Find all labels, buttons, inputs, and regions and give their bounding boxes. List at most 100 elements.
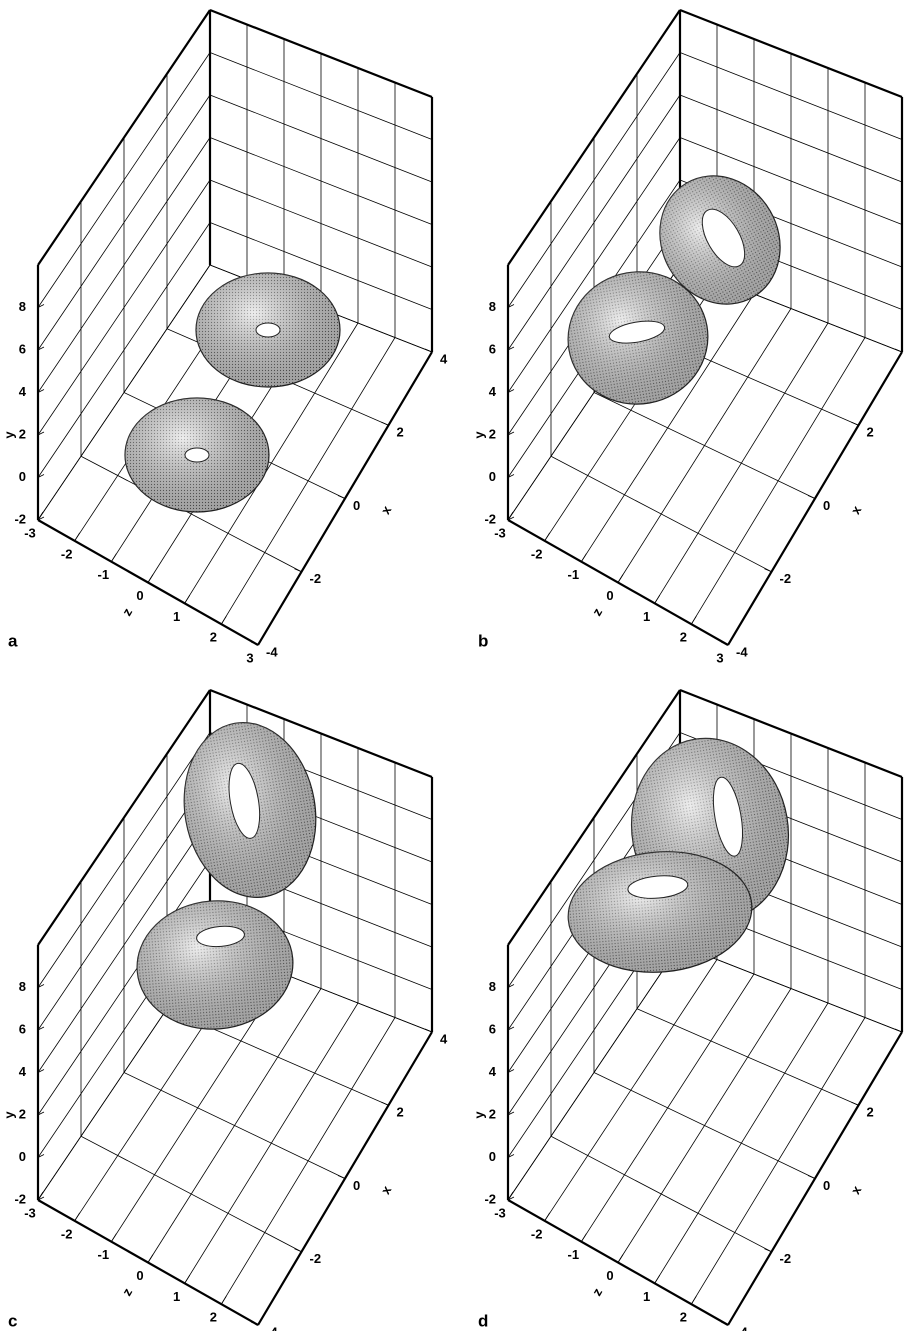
z-tick-label: -2 [531,546,543,561]
panel-label: b [478,631,488,650]
x-tick-label: -2 [780,1251,792,1266]
y-tick-label: 2 [19,426,26,441]
x-tick-label: 0 [353,1178,360,1193]
tick-mark [185,595,190,603]
z-tick-label: 2 [680,630,687,645]
y-tick-label: 0 [19,469,26,484]
tick-mark [728,1317,733,1325]
grid-line [545,960,717,1221]
vortex-ring [125,398,269,512]
tick-mark [148,1255,153,1263]
tick-mark [221,1296,226,1304]
y-tick-label: -2 [484,1191,496,1206]
z-tick-label: 2 [680,1310,687,1325]
z-tick-label: 1 [643,609,650,624]
tick-mark [545,533,550,541]
x-tick-label: -4 [736,1324,748,1331]
panel-label: a [8,631,18,650]
tick-mark [382,422,389,425]
z-tick-label: 0 [136,1268,143,1283]
grid-line [185,1003,358,1283]
z-tick-label: 0 [136,588,143,603]
x-tick-label: 2 [867,425,874,440]
x-axis-label: x [848,1182,865,1196]
z-tick-label: -1 [568,567,580,582]
z-tick-label: 1 [173,609,180,624]
z-tick-label: -3 [24,525,36,540]
grid-line [655,1003,828,1283]
z-tick-label: 0 [606,588,613,603]
tick-mark [185,1275,190,1283]
tick-mark [111,554,116,562]
z-tick-label: -2 [61,1226,73,1241]
y-tick-label: -2 [14,1191,26,1206]
y-tick-label: -2 [484,511,496,526]
y-tick-label: 2 [489,426,496,441]
tick-mark [852,422,859,425]
tick-mark [655,1275,660,1283]
tick-mark [75,1213,80,1221]
y-tick-label: 8 [489,979,496,994]
tick-mark [295,569,302,572]
z-tick-label: -2 [61,546,73,561]
z-tick-label: 1 [643,1289,650,1304]
z-axis-label: z [119,605,135,619]
x-tick-label: 4 [440,351,448,366]
tick-mark [75,533,80,541]
y-tick-label: 0 [19,1149,26,1164]
x-axis-label: x [378,502,395,516]
ring-shade [132,894,299,1035]
x-axis-label: x [378,1182,395,1196]
tick-mark [655,595,660,603]
x-tick-label: -2 [780,571,792,586]
z-tick-label: 2 [210,1310,217,1325]
tick-mark [618,1255,623,1263]
tick-mark [338,1176,345,1179]
z-tick-label: 3 [716,650,723,665]
y-tick-label: 6 [489,341,496,356]
x-tick-label: 0 [823,498,830,513]
y-tick-label: 4 [489,1064,497,1079]
y-tick-label: 2 [19,1106,26,1121]
y-tick-label: 6 [19,341,26,356]
tick-mark [221,616,226,624]
tick-mark [728,637,733,645]
tick-mark [691,1296,696,1304]
x-tick-label: -2 [310,571,322,586]
x-axis-label: x [848,502,865,516]
y-axis-label: y [1,431,16,439]
tick-mark [581,554,586,562]
tick-mark [111,1234,116,1242]
grid-line [691,338,865,625]
x-tick-label: 2 [867,1105,874,1120]
vortex-ring [196,273,340,387]
tick-mark [581,1234,586,1242]
x-tick-label: -2 [310,1251,322,1266]
x-tick-label: 0 [823,1178,830,1193]
grid-line [148,989,321,1263]
tick-mark [765,1249,772,1252]
z-tick-label: -3 [24,1205,36,1220]
y-tick-label: 6 [489,1021,496,1036]
tick-mark [258,1317,263,1325]
z-tick-label: -1 [568,1247,580,1262]
tick-mark [382,1102,389,1105]
z-tick-label: -1 [98,1247,110,1262]
x-tick-label: -4 [266,644,278,659]
x-tick-label: -4 [266,1324,278,1331]
y-tick-label: 0 [489,1149,496,1164]
tick-mark [808,1176,815,1179]
tick-mark [618,575,623,583]
tick-mark [808,496,815,499]
x-tick-label: 4 [440,1031,448,1046]
ring-hole [256,323,280,337]
tick-mark [295,1249,302,1252]
x-tick-label: -4 [736,644,748,659]
vortex-ring [171,712,330,908]
panel: -202468-3-2-10123-4-2024yzxb [471,10,909,665]
grid-line [221,1018,395,1305]
panel-label: c [8,1311,17,1330]
grid-line [618,989,791,1263]
y-axis-label: y [471,431,486,439]
